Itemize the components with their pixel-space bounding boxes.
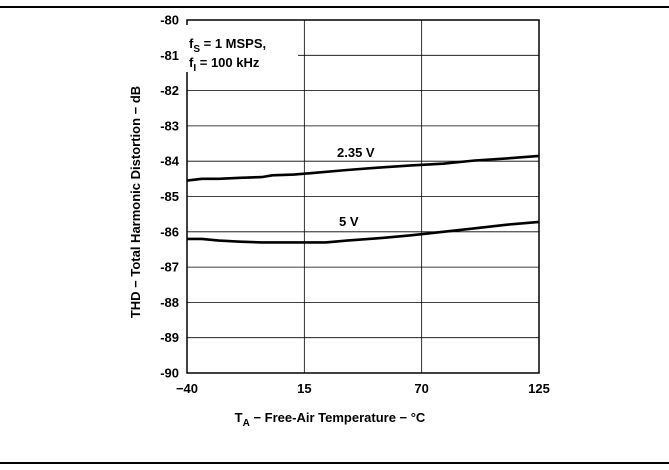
y-axis-title: THD − Total Harmonic Distortion − dB xyxy=(128,86,143,318)
series-label-2-35v: 2.35 V xyxy=(337,145,375,160)
y-tick-label-4: -84 xyxy=(160,154,180,169)
y-tick-label-10: -90 xyxy=(160,366,179,381)
conditions-box xyxy=(183,25,298,72)
x-tick-labels: −40 15 70 125 xyxy=(176,381,550,396)
condition-sampling-rate: fS = 1 MSPS, xyxy=(189,36,266,55)
y-tick-label-6: -86 xyxy=(160,224,179,239)
y-tick-label-8: -88 xyxy=(160,295,179,310)
x-tick-label-3: 125 xyxy=(528,381,550,396)
series-line-0 xyxy=(186,154,540,182)
y-tick-label-1: -81 xyxy=(160,48,179,63)
plot-frame xyxy=(186,19,540,374)
plot-border xyxy=(186,19,540,374)
series-label-5v: 5 V xyxy=(339,214,359,229)
x-tick-label-2: 70 xyxy=(414,381,428,396)
y-tick-label-9: -89 xyxy=(160,330,179,345)
y-tick-label-0: -80 xyxy=(160,13,179,28)
series-group xyxy=(186,154,540,244)
x-tick-label-1: 15 xyxy=(297,381,311,396)
y-tick-label-7: -87 xyxy=(160,260,179,275)
y-tick-label-2: -82 xyxy=(160,83,179,98)
y-tick-labels: -80 -81 -82 -83 -84 -85 -86 -87 -88 -89 -90 xyxy=(160,13,180,381)
x-tick-label-0: −40 xyxy=(176,381,198,396)
condition-input-frequency: fI = 100 kHz xyxy=(189,55,260,74)
x-axis-title: TA − Free-Air Temperature − °C xyxy=(235,410,426,429)
series-line-1 xyxy=(187,220,540,244)
y-tick-label-3: -83 xyxy=(160,118,179,133)
y-tick-label-5: -85 xyxy=(160,189,179,204)
